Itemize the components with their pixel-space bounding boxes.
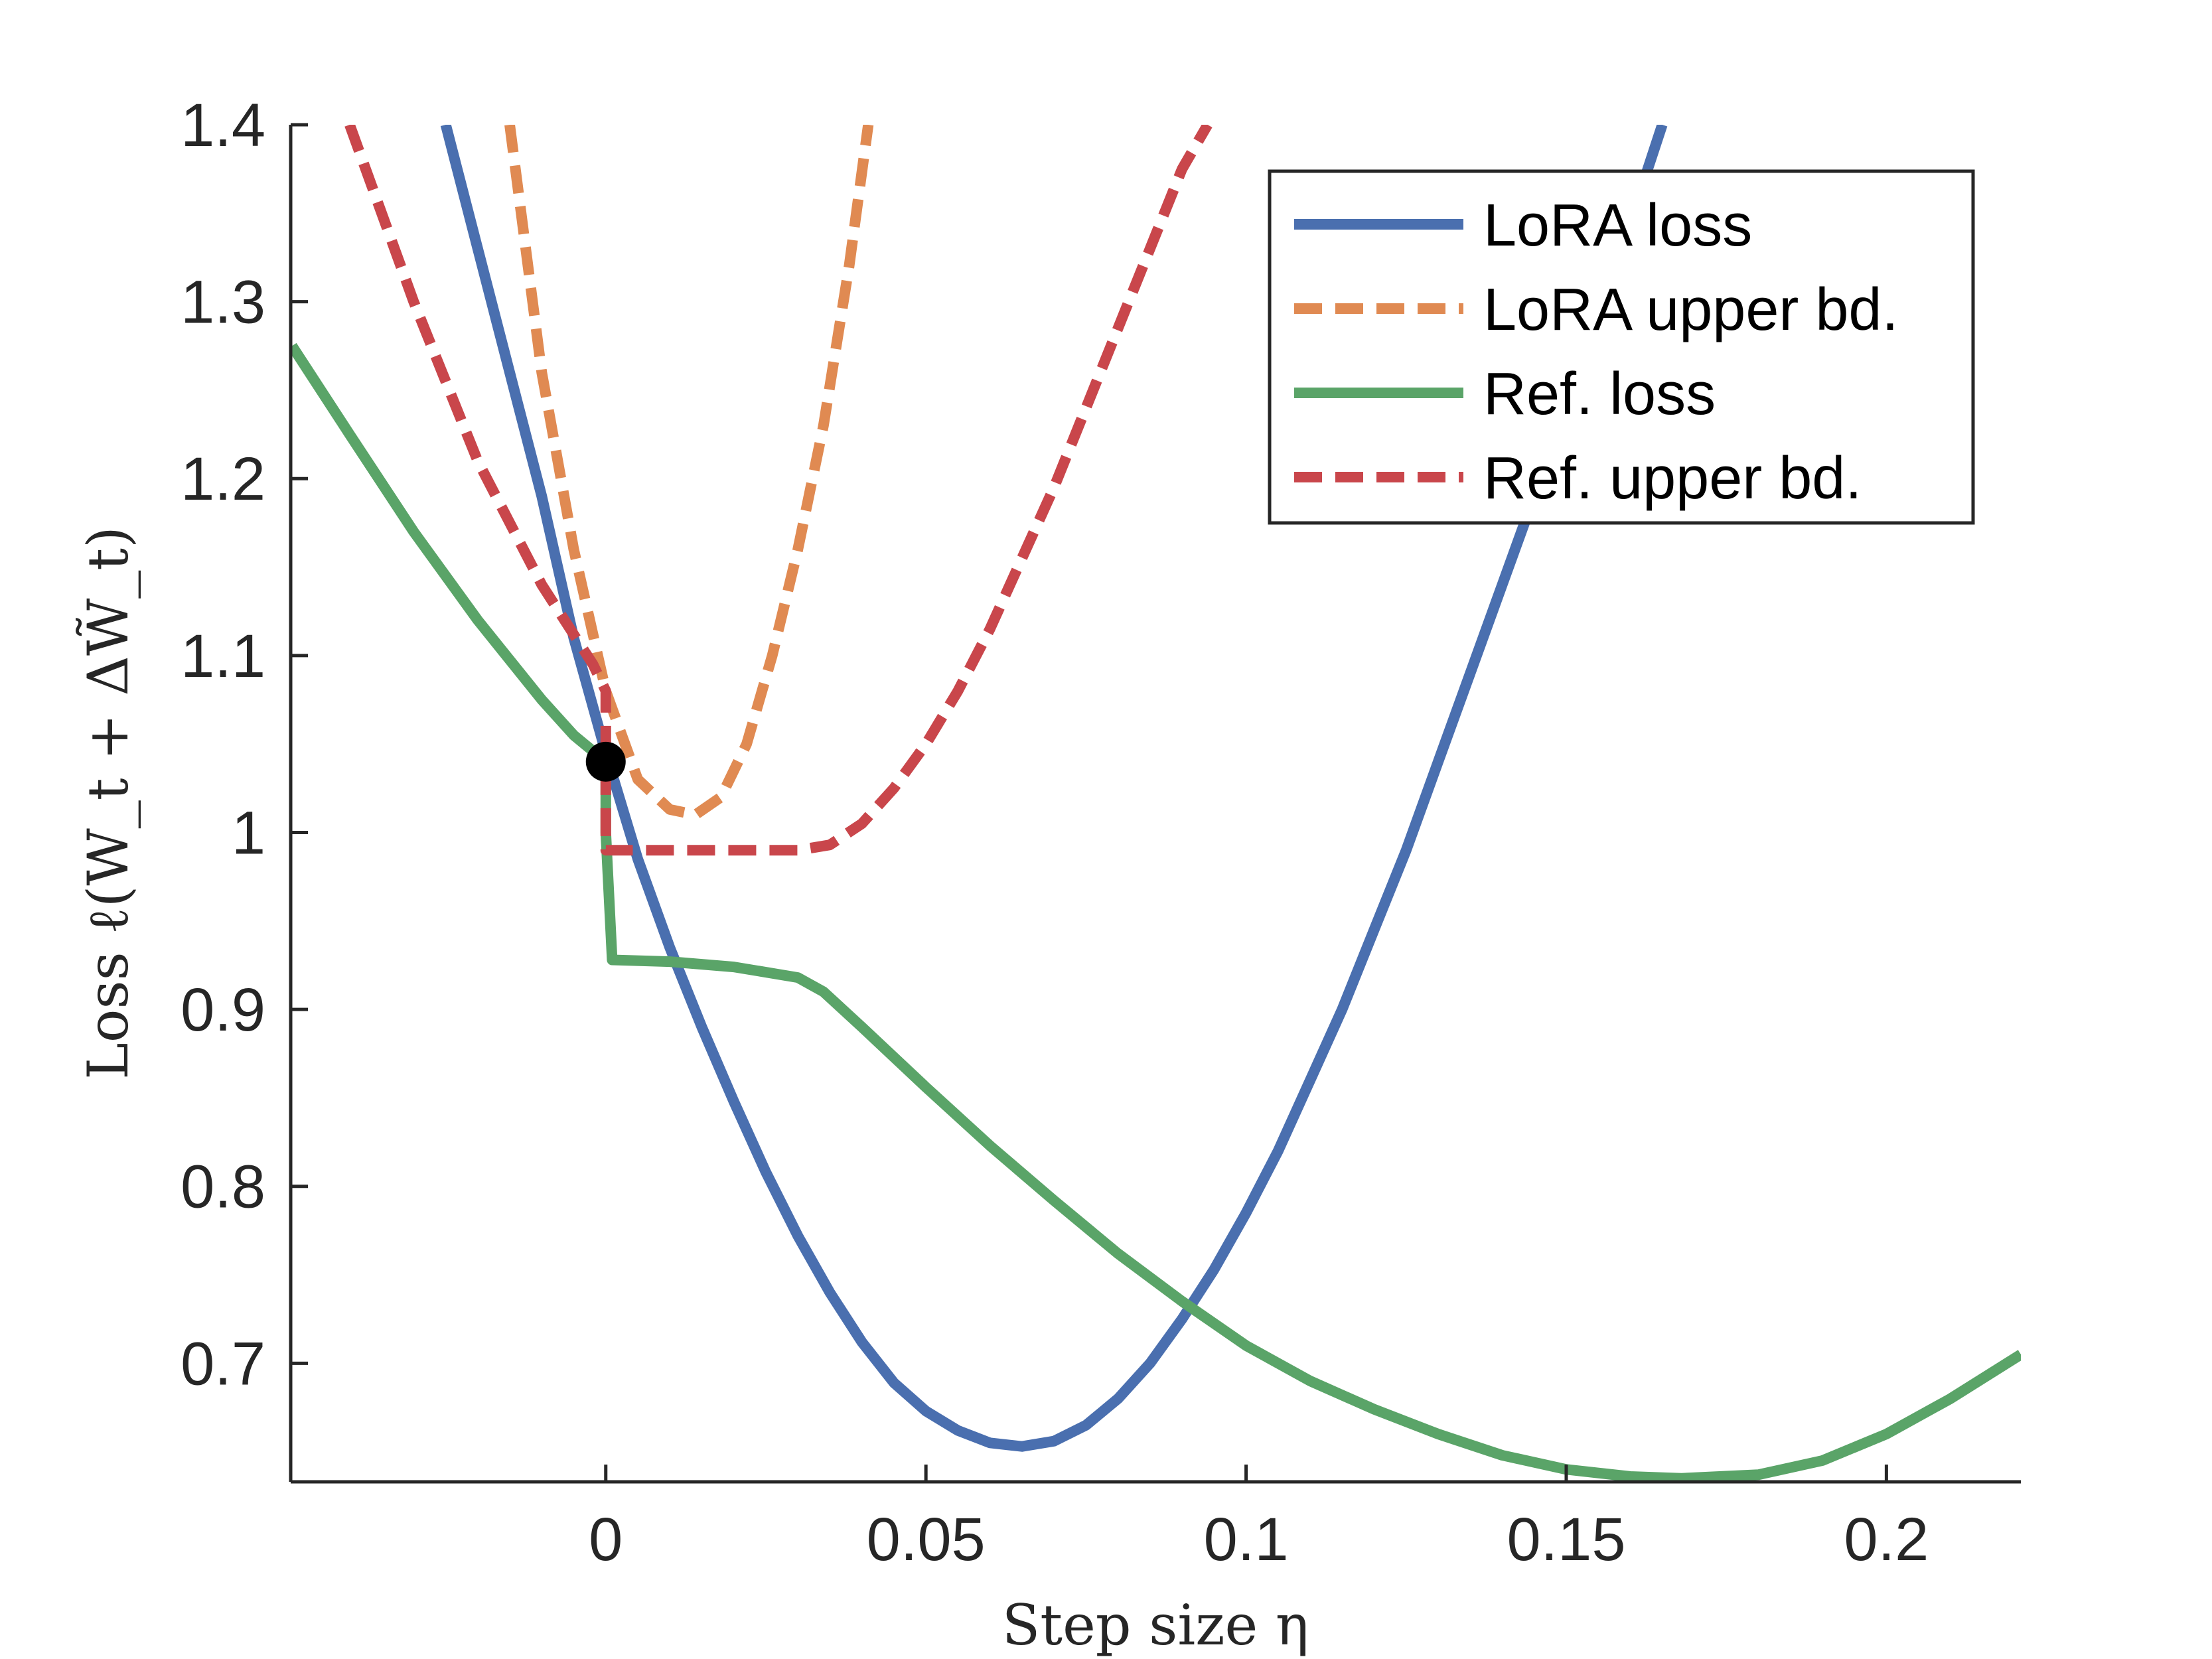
y-ticks: 0.7 0.8 0.9 1 1.1 1.2 1.3 1.4 xyxy=(181,92,308,1398)
x-ticks: 0 0.05 0.1 0.15 0.2 xyxy=(589,1465,1929,1573)
legend-label-lora-upper-bd: LoRA upper bd. xyxy=(1483,277,1898,343)
series-line-ref-loss xyxy=(292,342,2021,1482)
y-tick-label: 1.2 xyxy=(181,445,265,513)
y-axis-title: Loss ℓ(W_t + ΔW̃_t) xyxy=(76,526,141,1080)
legend-entries: LoRA loss LoRA upper bd. Ref. loss Ref. upp… xyxy=(1294,192,1898,512)
series-line-ref-upper-bd xyxy=(344,125,1213,856)
y-tick-label: 0.9 xyxy=(181,976,265,1044)
x-axis-title: Step size η xyxy=(1002,1593,1309,1658)
y-tick-label: 1.3 xyxy=(181,269,265,336)
y-tick-label: 1 xyxy=(232,799,265,867)
start-point-marker xyxy=(585,741,626,782)
x-tick-label: 0.1 xyxy=(1204,1506,1289,1573)
legend-box xyxy=(1268,169,1975,525)
y-tick-label: 1.4 xyxy=(181,92,265,159)
legend-label-lora-loss: LoRA loss xyxy=(1483,192,1752,259)
y-tick-label: 0.8 xyxy=(181,1153,265,1221)
x-tick-label: 0.2 xyxy=(1844,1506,1929,1573)
series-layer xyxy=(292,125,2021,1482)
marker-layer xyxy=(585,741,626,782)
series-line-lora-loss xyxy=(440,125,1668,1452)
series-line-lora-upper-bd xyxy=(504,125,874,820)
y-tick-label: 1.1 xyxy=(181,622,265,690)
legend-label-ref-loss: Ref. loss xyxy=(1483,361,1716,427)
y-tick-label: 0.7 xyxy=(181,1330,265,1398)
legend-label-ref-upper-bd: Ref. upper bd. xyxy=(1483,445,1862,512)
legend: LoRA loss LoRA upper bd. Ref. loss Ref. upp… xyxy=(1268,169,1975,525)
x-tick-label: 0.05 xyxy=(867,1506,986,1573)
x-tick-label: 0.15 xyxy=(1507,1506,1625,1573)
x-tick-label: 0 xyxy=(589,1506,623,1573)
